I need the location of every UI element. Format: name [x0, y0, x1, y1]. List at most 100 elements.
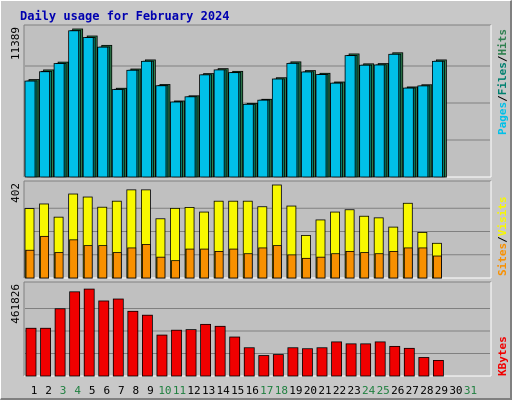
- panel-1-legend: Pages/Files/Hits: [496, 29, 509, 135]
- sites-bar: [127, 247, 137, 279]
- legend-pages: Pages: [496, 102, 509, 135]
- kbytes-bar: [214, 325, 226, 377]
- pages-bar: [257, 99, 269, 178]
- pages-bar: [53, 63, 65, 178]
- x-tick-label: 27: [406, 384, 419, 397]
- kbytes-bar: [389, 345, 401, 377]
- x-tick-label: 16: [246, 384, 259, 397]
- sites-bar: [83, 245, 93, 279]
- pages-bar: [286, 63, 298, 178]
- pages-bar: [126, 69, 138, 178]
- x-tick-label: 21: [318, 384, 331, 397]
- x-tick-label: 4: [74, 384, 81, 397]
- x-tick-label: 19: [289, 384, 302, 397]
- sites-bar: [156, 256, 166, 279]
- sites-bar: [374, 253, 384, 279]
- pages-bar: [301, 71, 312, 178]
- kbytes-bar: [287, 347, 299, 377]
- sites-bar: [243, 253, 253, 279]
- pages-bar: [344, 55, 356, 178]
- legend-visits: Visits: [496, 197, 509, 237]
- pages-bar: [140, 60, 152, 178]
- pages-bar: [199, 74, 211, 178]
- pages-bar: [111, 89, 123, 178]
- pages-bar: [155, 85, 167, 178]
- kbytes-bar: [156, 334, 168, 377]
- x-tick-label: 28: [420, 384, 433, 397]
- panel-3-legend: KBytes: [496, 336, 509, 376]
- legend-sites: Sites: [496, 243, 509, 276]
- x-tick-label: 25: [377, 384, 390, 397]
- kbytes-bar: [316, 347, 328, 377]
- chart-title: Daily usage for February 2024: [20, 9, 230, 23]
- pages-bar: [228, 72, 240, 178]
- x-tick-label: 3: [60, 384, 67, 397]
- sites-bar: [69, 239, 79, 279]
- pages-bar: [97, 46, 109, 178]
- kbytes-bar: [229, 336, 241, 377]
- pages-bar: [388, 53, 400, 178]
- kbytes-bar: [40, 327, 51, 377]
- sites-bar: [25, 249, 35, 279]
- sites-bar: [418, 247, 428, 279]
- pages-bar: [68, 30, 80, 178]
- x-tick-label: 2: [45, 384, 52, 397]
- kbytes-bar: [112, 298, 124, 377]
- x-tick-label: 8: [133, 384, 140, 397]
- kbytes-bar: [345, 343, 357, 377]
- kbytes-bar: [54, 308, 66, 377]
- x-tick-label: 31: [464, 384, 477, 397]
- pages-bar: [271, 78, 283, 178]
- x-tick-label: 18: [275, 384, 288, 397]
- sites-bar: [345, 250, 355, 279]
- kbytes-bar: [69, 291, 81, 377]
- kbytes-bar: [243, 347, 255, 377]
- x-tick-label: 15: [231, 384, 244, 397]
- sites-bar: [98, 245, 108, 279]
- x-tick-label: 17: [260, 384, 273, 397]
- kbytes-bar: [418, 357, 430, 377]
- x-tick-label: 26: [391, 384, 404, 397]
- kbytes-bar: [374, 341, 386, 377]
- pages-bar: [373, 64, 385, 178]
- kbytes-bar: [98, 300, 110, 377]
- kbytes-bar: [403, 347, 415, 377]
- panel-2-legend: Sites/Visits: [496, 197, 509, 277]
- panel-2-max-label: 402: [9, 183, 22, 203]
- kbytes-bar: [272, 354, 284, 377]
- sites-bar: [302, 257, 311, 279]
- sites-bar: [54, 252, 64, 279]
- sites-bar: [331, 253, 340, 279]
- pages-bar: [184, 96, 196, 178]
- x-tick-label: 20: [304, 384, 317, 397]
- sites-bar: [258, 247, 268, 279]
- sites-bar: [360, 252, 370, 279]
- sites-bar: [141, 244, 151, 279]
- sites-bar: [214, 250, 224, 279]
- pages-bar: [39, 71, 50, 178]
- pages-bar: [330, 82, 341, 178]
- pages-bar: [242, 103, 254, 178]
- sites-bar: [389, 250, 399, 279]
- kbytes-bar: [141, 314, 153, 377]
- x-tick-label: 6: [103, 384, 110, 397]
- pages-bar: [170, 101, 181, 178]
- x-tick-label: 13: [202, 384, 215, 397]
- x-tick-label: 14: [217, 384, 231, 397]
- x-tick-label: 11: [173, 384, 186, 397]
- sites-bar: [185, 248, 195, 279]
- pages-bar: [315, 74, 327, 178]
- x-tick-label: 12: [187, 384, 200, 397]
- pages-bar: [359, 64, 371, 178]
- kbytes-bar: [171, 329, 182, 377]
- sites-bar: [403, 247, 413, 279]
- sites-bar: [200, 248, 210, 279]
- sites-bar: [316, 256, 326, 279]
- x-tick-label: 30: [449, 384, 462, 397]
- x-tick-label: 22: [333, 384, 346, 397]
- x-tick-label: 5: [89, 384, 96, 397]
- kbytes-bar: [302, 348, 313, 377]
- sites-bar: [112, 252, 122, 279]
